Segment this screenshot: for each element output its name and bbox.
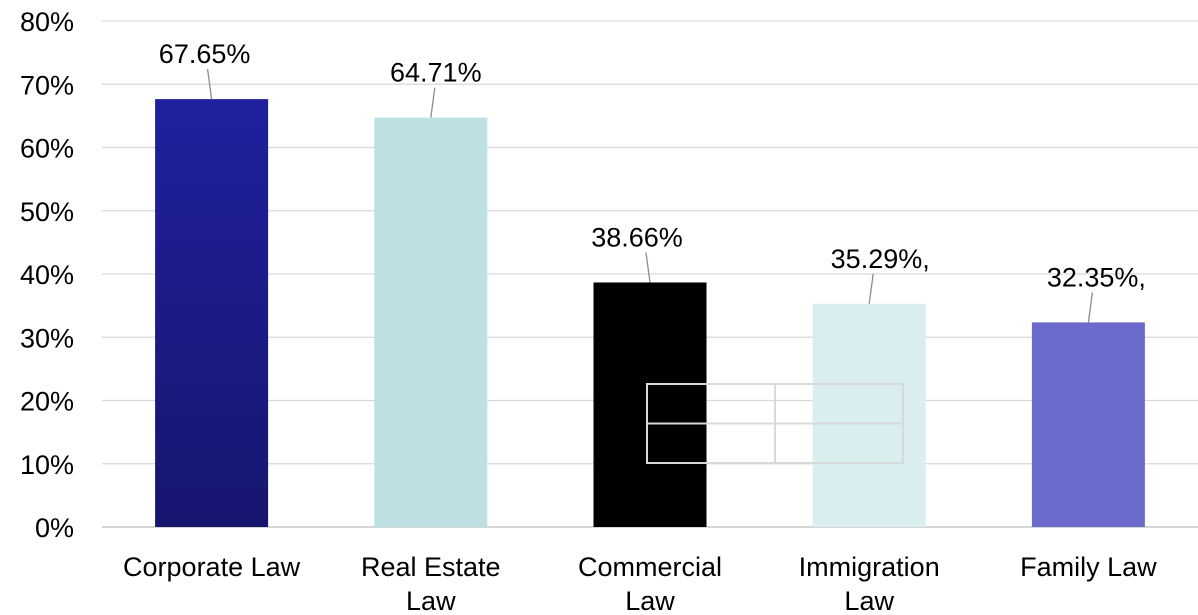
y-tick-label: 80% xyxy=(20,7,74,37)
x-category-label: Real Estate xyxy=(361,552,501,582)
y-tick-label: 0% xyxy=(35,513,74,543)
bar xyxy=(593,282,707,527)
bars xyxy=(155,99,1145,528)
x-category-label: Corporate Law xyxy=(123,552,301,582)
data-label-leader xyxy=(430,87,436,118)
y-tick-label: 20% xyxy=(20,387,74,417)
x-category-label: Law xyxy=(625,586,675,615)
x-axis: Corporate Law Real Estate Law Commercial Law… xyxy=(123,552,1157,615)
data-labels: 67.65% 64.71% 38.66% 35.29%, 32.35%, xyxy=(159,39,1146,292)
gridlines xyxy=(102,20,1198,528)
y-tick-label: 40% xyxy=(20,260,74,290)
data-label: 35.29%, xyxy=(831,244,930,274)
data-label-leader xyxy=(1087,292,1094,323)
x-category-label: Law xyxy=(406,586,456,615)
y-tick-label: 10% xyxy=(20,450,74,480)
data-label-leader xyxy=(868,273,874,304)
bar xyxy=(1031,322,1145,527)
data-label-leader xyxy=(645,252,651,283)
data-label: 67.65% xyxy=(159,39,251,69)
x-category-label: Immigration xyxy=(799,552,940,582)
overlay-grid-box xyxy=(646,383,904,464)
data-label: 38.66% xyxy=(591,222,683,252)
y-tick-label: 70% xyxy=(20,70,74,100)
data-label: 64.71% xyxy=(390,58,482,88)
bar xyxy=(812,303,926,527)
bar xyxy=(155,99,269,528)
x-category-label: Commercial xyxy=(578,552,722,582)
data-label-leader xyxy=(206,69,213,100)
y-axis: 0% 10% 20% 30% 40% 50% 60% 70% 80% xyxy=(20,7,74,543)
y-tick-label: 60% xyxy=(20,134,74,164)
y-tick-label: 30% xyxy=(20,323,74,353)
bar xyxy=(374,117,488,527)
data-label: 32.35%, xyxy=(1047,262,1146,292)
x-category-label: Family Law xyxy=(1020,552,1157,582)
data-label-leaders xyxy=(206,69,1094,323)
y-tick-label: 50% xyxy=(20,197,74,227)
x-category-label: Law xyxy=(844,586,894,615)
